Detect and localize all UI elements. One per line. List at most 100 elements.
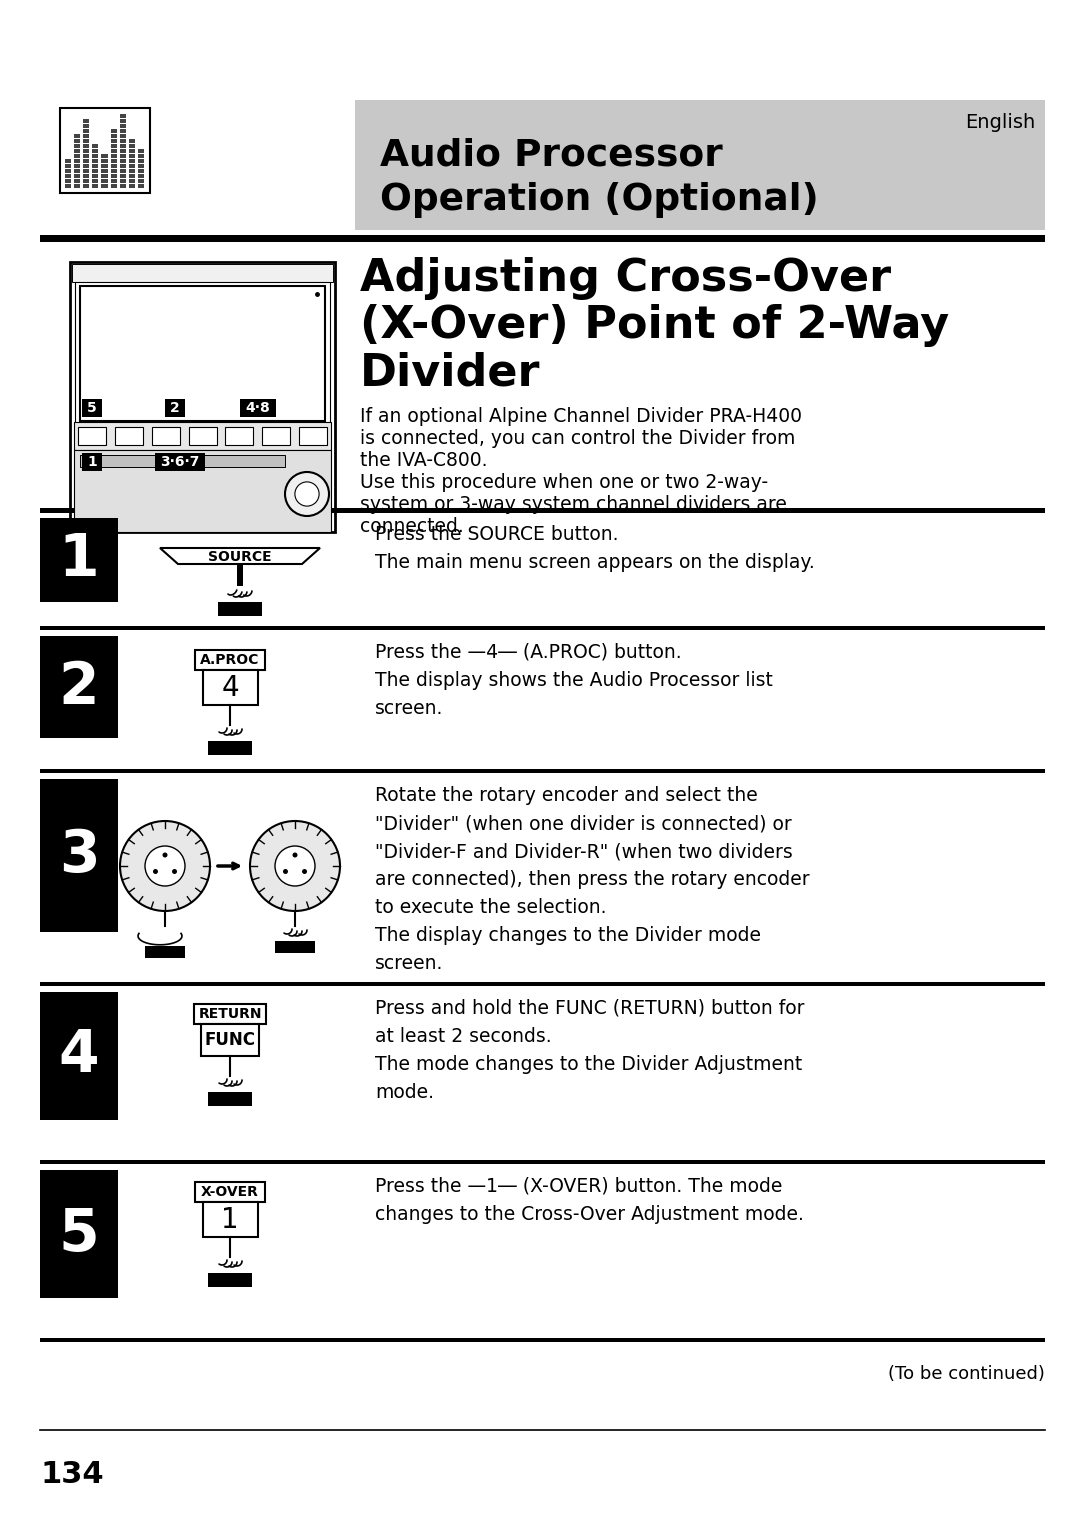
Text: FUNC: FUNC	[204, 1032, 256, 1049]
FancyBboxPatch shape	[226, 428, 254, 445]
FancyBboxPatch shape	[208, 740, 252, 754]
FancyBboxPatch shape	[83, 153, 90, 158]
FancyBboxPatch shape	[120, 140, 125, 143]
FancyBboxPatch shape	[40, 507, 1045, 512]
Text: Press the SOURCE button.
The main menu screen appears on the display.: Press the SOURCE button. The main menu s…	[375, 524, 814, 572]
FancyBboxPatch shape	[120, 149, 125, 153]
FancyBboxPatch shape	[208, 1272, 252, 1288]
Text: X-OVER: X-OVER	[201, 1185, 259, 1199]
FancyBboxPatch shape	[165, 399, 185, 417]
FancyBboxPatch shape	[120, 144, 125, 149]
Circle shape	[153, 869, 158, 874]
FancyBboxPatch shape	[129, 164, 135, 169]
FancyBboxPatch shape	[129, 144, 135, 149]
FancyBboxPatch shape	[138, 169, 144, 173]
FancyBboxPatch shape	[102, 164, 108, 169]
Text: RETURN: RETURN	[199, 1007, 261, 1021]
Text: 1: 1	[58, 532, 99, 589]
FancyBboxPatch shape	[40, 992, 118, 1121]
FancyBboxPatch shape	[40, 770, 1045, 773]
FancyBboxPatch shape	[83, 164, 90, 169]
FancyBboxPatch shape	[75, 422, 330, 451]
FancyBboxPatch shape	[208, 1091, 252, 1105]
FancyBboxPatch shape	[129, 179, 135, 182]
FancyBboxPatch shape	[203, 670, 258, 705]
FancyBboxPatch shape	[83, 120, 90, 123]
Text: 1: 1	[221, 1205, 239, 1234]
FancyBboxPatch shape	[110, 149, 117, 153]
Circle shape	[295, 481, 319, 506]
FancyBboxPatch shape	[75, 451, 330, 532]
FancyBboxPatch shape	[138, 175, 144, 178]
FancyBboxPatch shape	[129, 153, 135, 158]
Text: is connected, you can control the Divider from: is connected, you can control the Divide…	[360, 429, 795, 448]
FancyBboxPatch shape	[102, 153, 108, 158]
FancyBboxPatch shape	[110, 184, 117, 189]
Circle shape	[172, 869, 177, 874]
Text: 3: 3	[58, 826, 99, 885]
FancyBboxPatch shape	[120, 179, 125, 182]
FancyBboxPatch shape	[129, 140, 135, 143]
Circle shape	[162, 852, 167, 857]
FancyBboxPatch shape	[129, 149, 135, 153]
FancyBboxPatch shape	[92, 153, 98, 158]
FancyBboxPatch shape	[275, 941, 315, 954]
Circle shape	[249, 822, 340, 911]
FancyBboxPatch shape	[83, 184, 90, 189]
FancyBboxPatch shape	[75, 153, 80, 158]
FancyBboxPatch shape	[75, 144, 80, 149]
Text: connected.: connected.	[360, 517, 463, 537]
FancyBboxPatch shape	[120, 175, 125, 178]
FancyBboxPatch shape	[75, 149, 80, 153]
FancyBboxPatch shape	[355, 100, 1045, 230]
Text: A.PROC: A.PROC	[200, 653, 259, 667]
Text: 3·6·7: 3·6·7	[160, 455, 200, 469]
FancyBboxPatch shape	[120, 169, 125, 173]
Text: system or 3-way system channel dividers are: system or 3-way system channel dividers …	[360, 495, 787, 514]
Text: Press and hold the FUNC (RETURN) button for
at least 2 seconds.
The mode changes: Press and hold the FUNC (RETURN) button …	[375, 1000, 805, 1102]
FancyBboxPatch shape	[72, 264, 333, 282]
FancyBboxPatch shape	[75, 133, 80, 138]
FancyBboxPatch shape	[102, 175, 108, 178]
FancyBboxPatch shape	[70, 262, 335, 532]
FancyBboxPatch shape	[60, 107, 150, 193]
FancyBboxPatch shape	[40, 1160, 1045, 1164]
Text: Adjusting Cross-Over: Adjusting Cross-Over	[360, 258, 891, 300]
FancyBboxPatch shape	[80, 455, 285, 468]
FancyBboxPatch shape	[110, 140, 117, 143]
FancyBboxPatch shape	[65, 175, 71, 178]
FancyBboxPatch shape	[83, 144, 90, 149]
Text: 5: 5	[58, 1205, 99, 1263]
Text: English: English	[964, 112, 1035, 132]
FancyBboxPatch shape	[75, 159, 80, 162]
FancyBboxPatch shape	[92, 175, 98, 178]
Text: 4: 4	[221, 673, 239, 702]
Text: Press the —1― (X-OVER) button. The mode
changes to the Cross-Over Adjustment mod: Press the —1― (X-OVER) button. The mode …	[375, 1177, 804, 1223]
FancyBboxPatch shape	[120, 164, 125, 169]
FancyBboxPatch shape	[75, 140, 80, 143]
Polygon shape	[160, 547, 320, 564]
FancyBboxPatch shape	[40, 636, 118, 737]
Circle shape	[275, 846, 315, 886]
Text: 2: 2	[171, 402, 180, 415]
FancyBboxPatch shape	[129, 169, 135, 173]
FancyBboxPatch shape	[75, 184, 80, 189]
FancyBboxPatch shape	[156, 452, 205, 471]
Circle shape	[283, 869, 288, 874]
FancyBboxPatch shape	[120, 129, 125, 133]
Text: Rotate the rotary encoder and select the
"Divider" (when one divider is connecte: Rotate the rotary encoder and select the…	[375, 786, 810, 973]
FancyBboxPatch shape	[65, 184, 71, 189]
Text: If an optional Alpine Channel Divider PRA-H400: If an optional Alpine Channel Divider PR…	[360, 406, 802, 426]
Circle shape	[120, 822, 210, 911]
FancyBboxPatch shape	[80, 287, 325, 422]
FancyBboxPatch shape	[92, 184, 98, 189]
FancyBboxPatch shape	[40, 518, 118, 602]
FancyBboxPatch shape	[120, 184, 125, 189]
FancyBboxPatch shape	[83, 169, 90, 173]
Text: 4·8: 4·8	[245, 402, 270, 415]
FancyBboxPatch shape	[75, 164, 80, 169]
FancyBboxPatch shape	[110, 164, 117, 169]
Text: the IVA-C800.: the IVA-C800.	[360, 451, 487, 471]
Text: 134: 134	[40, 1459, 104, 1489]
FancyBboxPatch shape	[65, 169, 71, 173]
